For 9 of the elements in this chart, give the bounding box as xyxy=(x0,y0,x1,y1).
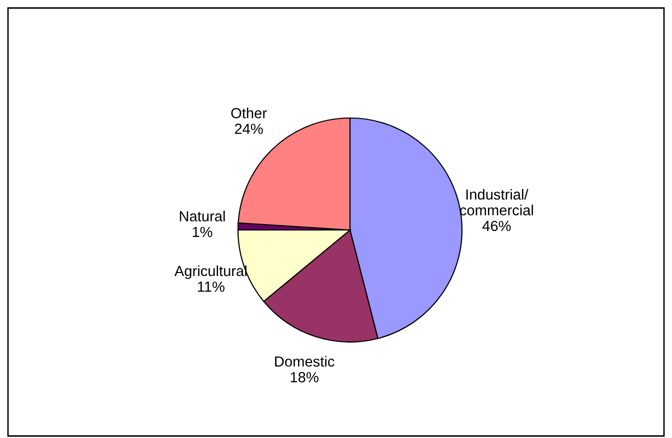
slice-label: Agricultural xyxy=(174,265,246,280)
data-label: 1% xyxy=(192,226,212,238)
slice-label: Natural xyxy=(180,210,225,222)
data-label: 46% xyxy=(482,220,511,232)
data-label: 11% xyxy=(198,282,224,292)
data-label: 24% xyxy=(234,124,263,134)
slice-label: Domestic xyxy=(275,356,334,367)
data-label: 18% xyxy=(290,372,318,382)
slice-label: Other xyxy=(231,108,267,118)
